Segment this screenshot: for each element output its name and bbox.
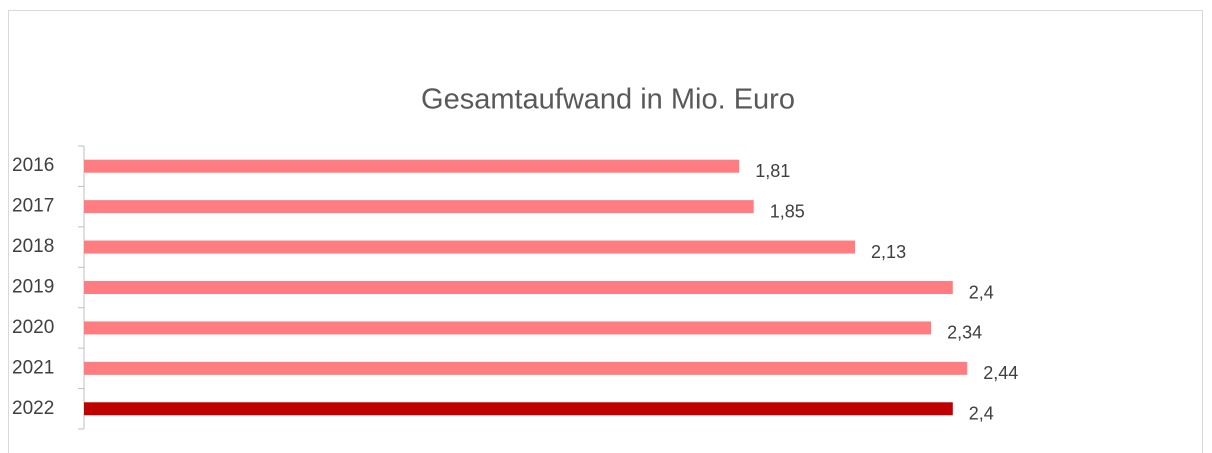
y-tick-label: 2020 [12, 317, 54, 338]
y-tick-label: 2019 [12, 277, 54, 298]
y-tick-label: 2021 [12, 357, 54, 378]
y-tick-label: 2016 [12, 155, 54, 176]
data-label: 2,4 [969, 282, 994, 302]
bar [84, 200, 754, 214]
chart-title: Gesamtaufwand in Mio. Euro [421, 84, 795, 116]
bar [84, 281, 953, 294]
bar [84, 402, 953, 416]
data-label: 1,81 [755, 161, 790, 181]
y-tick-label: 2022 [12, 398, 54, 419]
bar [84, 240, 856, 254]
y-tick-label: 2018 [12, 236, 54, 257]
bar [84, 159, 740, 173]
data-label: 2,13 [871, 242, 906, 262]
data-label: 2,4 [969, 404, 994, 424]
bar [84, 321, 932, 335]
data-label: 1,85 [770, 201, 805, 221]
y-tick-label: 2017 [12, 196, 54, 217]
data-label: 2,34 [947, 323, 982, 343]
bar [84, 361, 968, 375]
chart-frame [8, 10, 1203, 453]
data-label: 2,44 [983, 363, 1018, 383]
